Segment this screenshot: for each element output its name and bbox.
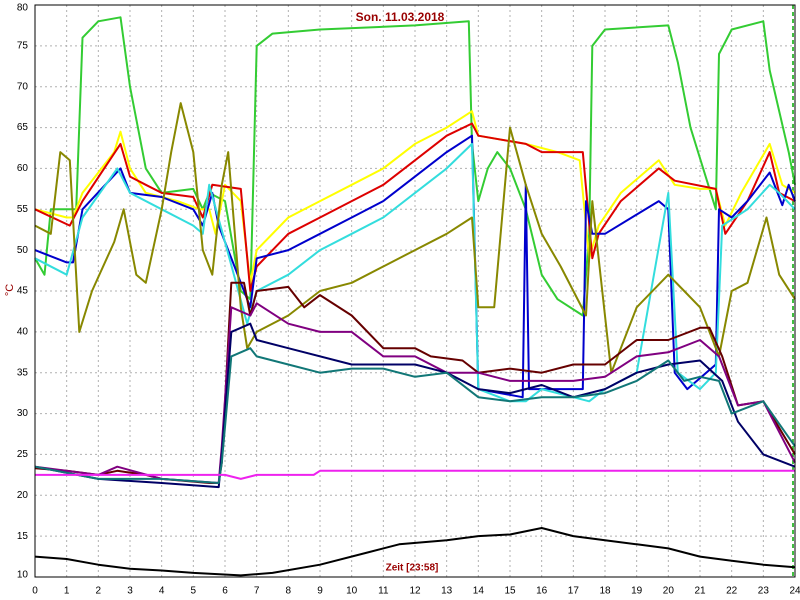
x-tick-label: 2 (96, 586, 102, 597)
series-line (34, 527, 796, 577)
x-tick-label: 13 (441, 586, 453, 597)
y-tick-label: 50 (17, 245, 29, 256)
x-tick-label: 8 (286, 586, 292, 597)
x-tick-label: 14 (473, 586, 485, 597)
x-tick-label: 21 (694, 586, 706, 597)
x-tick-label: 12 (409, 586, 421, 597)
y-tick-label: 20 (17, 490, 29, 501)
x-tick-label: 15 (504, 586, 516, 597)
series-line (34, 110, 796, 284)
series-line (34, 347, 796, 484)
x-tick-label: 4 (159, 586, 165, 597)
x-tick-label: 1 (64, 586, 70, 597)
y-tick-label: 65 (17, 122, 29, 133)
series-line (35, 469, 795, 480)
y-tick-label: 15 (17, 531, 29, 542)
y-tick-label: 80 (17, 3, 29, 14)
y-tick-label: 70 (17, 81, 29, 92)
y-tick-label: 35 (17, 367, 29, 378)
x-tick-label: 19 (631, 586, 643, 597)
y-tick-label: 25 (17, 449, 29, 460)
chart-title: Son. 11.03.2018 (356, 10, 445, 24)
x-tick-label: 22 (726, 586, 738, 597)
y-tick-label: 60 (17, 163, 29, 174)
x-tick-label: 10 (346, 586, 358, 597)
x-tick-label: 3 (127, 586, 133, 597)
series-line (34, 102, 796, 374)
x-tick-label: 6 (222, 586, 228, 597)
x-tick-label: 23 (758, 586, 770, 597)
plot-border (34, 4, 796, 578)
x-tick-label: 20 (663, 586, 675, 597)
x-tick-label: 11 (378, 586, 389, 597)
x-tick-label: 7 (254, 586, 260, 597)
x-tick-label: 5 (191, 586, 197, 597)
x-tick-label: 24 (789, 586, 800, 597)
x-tick-label: 18 (599, 586, 611, 597)
y-tick-label: 30 (17, 408, 29, 419)
y-tick-label: 55 (17, 204, 29, 215)
lines (34, 16, 796, 577)
x-tick-label: 9 (317, 586, 323, 597)
x-axis-label: Zeit [23:58] (386, 563, 439, 574)
x-tick-label: 0 (32, 586, 38, 597)
y-axis-label: °C (4, 284, 16, 296)
y-tick-label: 75 (17, 40, 29, 51)
y-tick-label: 40 (17, 326, 29, 337)
x-tick-label: 17 (568, 586, 580, 597)
series-line (34, 142, 796, 403)
series-line (34, 122, 796, 292)
x-tick-label: 16 (536, 586, 548, 597)
y-tick-label: 10 (17, 570, 29, 581)
y-tick-label: 45 (17, 286, 29, 297)
